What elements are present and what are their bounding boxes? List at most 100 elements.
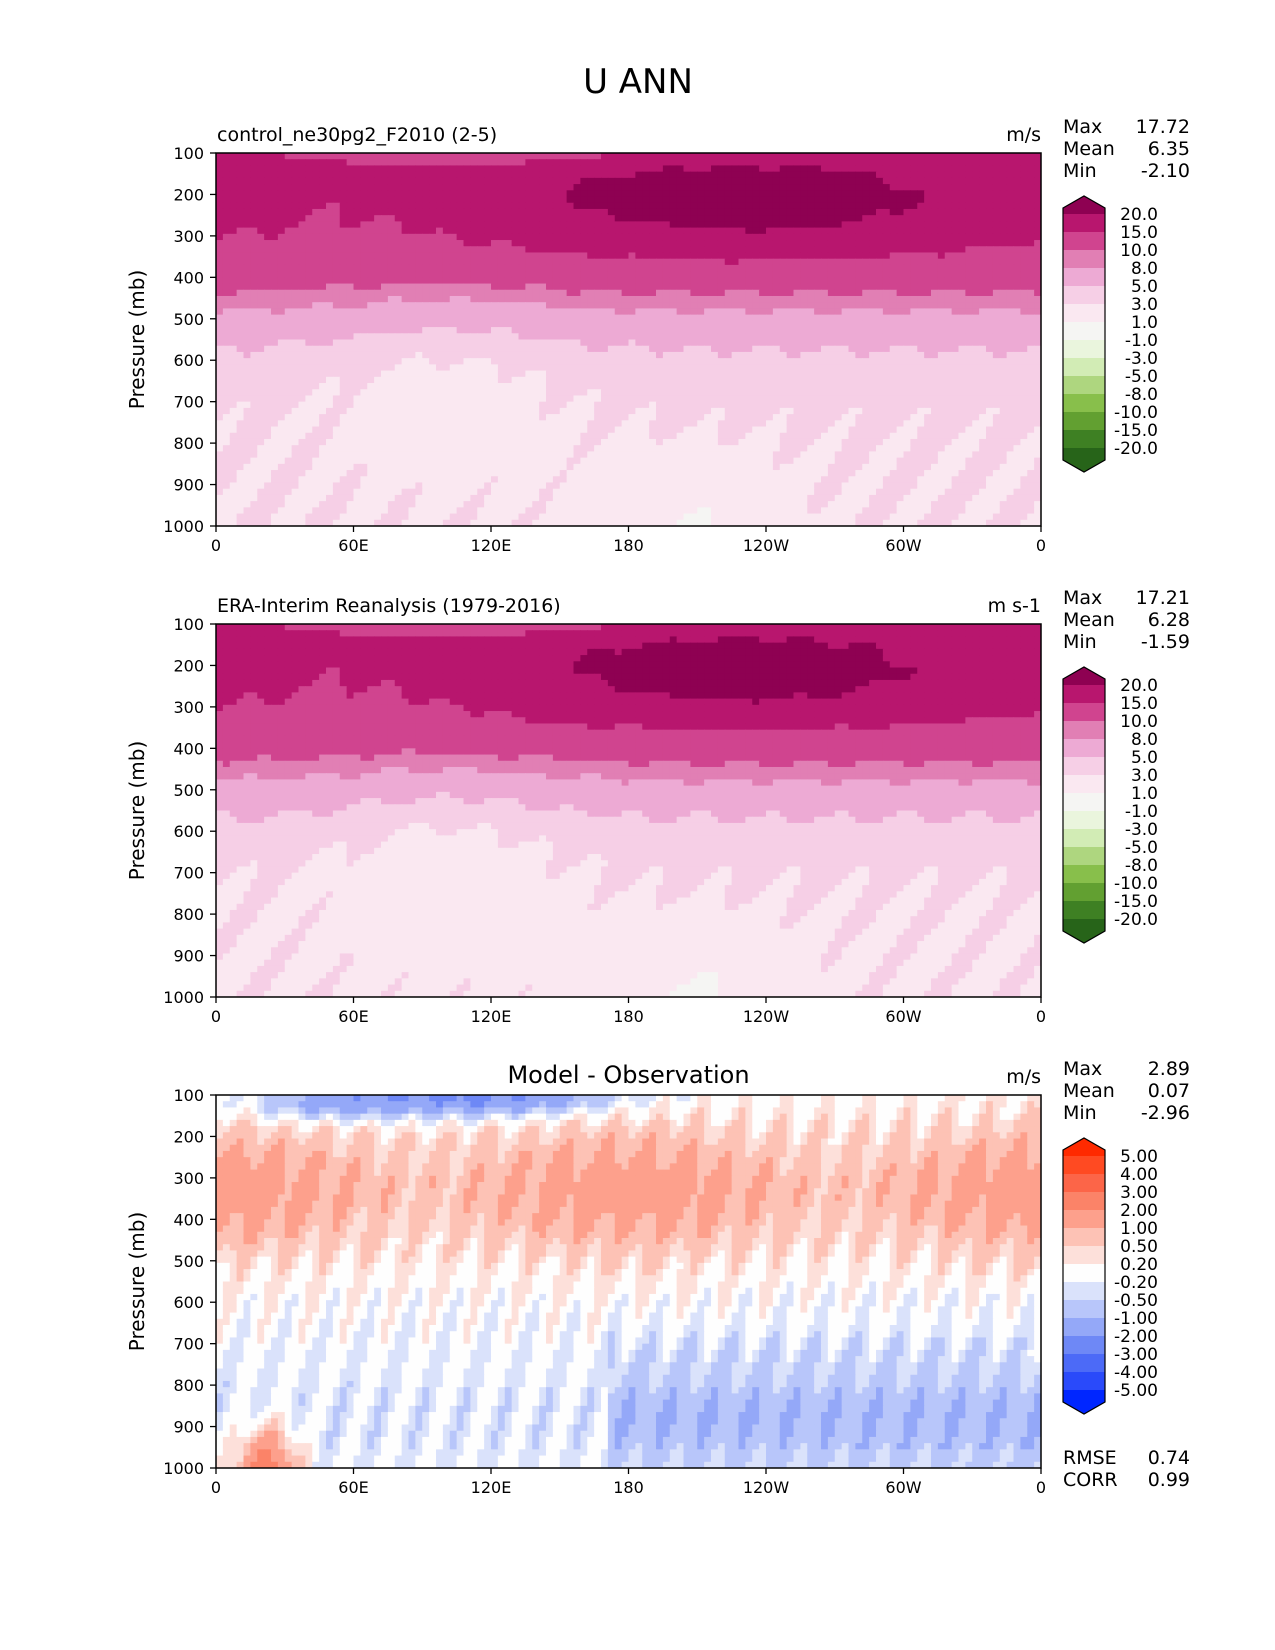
contour-cell <box>986 184 994 191</box>
contour-cell <box>436 196 444 204</box>
contour-cell <box>972 351 980 359</box>
contour-cell <box>346 295 355 303</box>
contour-cell <box>497 165 506 173</box>
contour-cell <box>573 302 581 310</box>
contour-cell <box>834 240 843 247</box>
contour-cell <box>326 252 334 260</box>
contour-cell <box>360 221 368 229</box>
contour-cell <box>257 327 265 334</box>
contour-cell <box>360 401 368 409</box>
contour-cell <box>422 165 430 173</box>
contour-cell <box>800 202 808 210</box>
contour-cell <box>394 407 403 415</box>
contour-cell <box>944 389 953 397</box>
contour-cell <box>346 339 355 347</box>
contour-cell <box>903 233 911 241</box>
contour-cell <box>972 159 980 167</box>
contour-cell <box>546 165 554 173</box>
contour-cell <box>511 376 520 384</box>
contour-cell <box>827 196 836 204</box>
contour-cell <box>229 302 238 310</box>
contour-cell <box>546 271 554 278</box>
contour-cell <box>346 407 355 415</box>
contour-cell <box>401 215 410 222</box>
contour-cell <box>896 165 905 173</box>
contour-cell <box>436 295 444 303</box>
contour-cell <box>738 345 746 353</box>
contour-cell <box>353 383 361 390</box>
contour-cell <box>587 401 595 409</box>
contour-cell <box>1020 370 1028 378</box>
contour-cell <box>216 208 224 216</box>
contour-cell <box>841 302 850 310</box>
contour-cell <box>532 351 540 359</box>
contour-cell <box>539 215 547 222</box>
contour-cell <box>326 165 334 173</box>
contour-cell <box>958 383 966 390</box>
contour-cell <box>848 401 856 409</box>
contour-cell <box>821 221 829 229</box>
contour-cell <box>552 277 561 285</box>
contour-cell <box>717 283 726 291</box>
contour-cell <box>937 171 946 179</box>
contour-cell <box>786 153 795 160</box>
contour-cell <box>436 333 444 341</box>
contour-cell <box>690 370 698 378</box>
contour-cell <box>504 215 513 222</box>
contour-cell <box>979 227 987 235</box>
contour-cell <box>766 383 774 390</box>
contour-cell <box>834 395 843 403</box>
contour-cell <box>319 240 327 247</box>
contour-cell <box>394 240 403 247</box>
contour-cell <box>518 389 526 397</box>
contour-cell <box>800 302 808 310</box>
contour-cell <box>766 196 774 204</box>
contour-cell <box>889 333 898 341</box>
contour-cell <box>937 289 946 297</box>
contour-cell <box>999 208 1008 216</box>
contour-cell <box>497 289 506 297</box>
contour-cell <box>360 395 368 403</box>
contour-cell <box>711 358 719 365</box>
contour-cell <box>759 401 767 409</box>
contour-cell <box>807 395 815 403</box>
contour-cell <box>497 364 506 372</box>
contour-cell <box>587 320 595 328</box>
contour-cell <box>1027 389 1035 397</box>
contour-cell <box>635 302 643 310</box>
contour-cell <box>807 177 815 185</box>
contour-cell <box>704 208 712 216</box>
contour-cell <box>573 345 581 353</box>
contour-cell <box>607 190 616 198</box>
contour-cell <box>257 246 265 254</box>
contour-cell <box>800 252 808 260</box>
contour-cell <box>855 277 863 285</box>
contour-cell <box>394 401 403 409</box>
contour-cell <box>353 240 361 247</box>
contour-cell <box>229 283 238 291</box>
contour-cell <box>896 177 905 185</box>
contour-cell <box>236 302 245 310</box>
contour-cell <box>374 240 382 247</box>
contour-cell <box>855 314 863 322</box>
contour-cell <box>601 171 609 179</box>
contour-cell <box>381 271 389 278</box>
contour-cell <box>786 289 795 297</box>
contour-cell <box>367 264 375 272</box>
contour-cell <box>525 221 533 229</box>
contour-cell <box>422 208 430 216</box>
contour-cell <box>277 308 286 316</box>
contour-cell <box>834 320 843 328</box>
contour-cell <box>291 395 300 403</box>
contour-cell <box>229 407 238 415</box>
contour-cell <box>889 345 898 353</box>
contour-cell <box>594 345 602 353</box>
contour-cell <box>937 165 946 173</box>
contour-cell <box>1006 252 1015 260</box>
contour-cell <box>257 376 265 384</box>
contour-cell <box>779 215 788 222</box>
contour-cell <box>277 153 286 160</box>
contour-cell <box>903 184 911 191</box>
contour-cell <box>442 376 451 384</box>
contour-cell <box>525 327 533 334</box>
